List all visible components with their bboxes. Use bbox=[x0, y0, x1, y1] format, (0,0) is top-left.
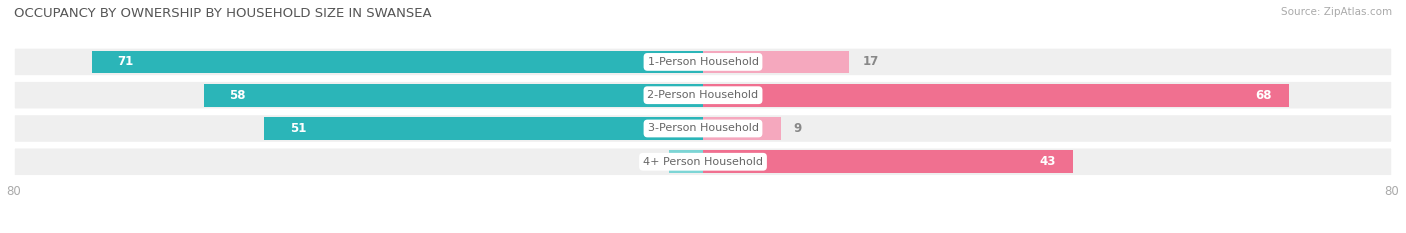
Text: 4: 4 bbox=[652, 155, 659, 168]
Text: 68: 68 bbox=[1256, 89, 1271, 102]
Text: OCCUPANCY BY OWNERSHIP BY HOUSEHOLD SIZE IN SWANSEA: OCCUPANCY BY OWNERSHIP BY HOUSEHOLD SIZE… bbox=[14, 7, 432, 20]
FancyBboxPatch shape bbox=[14, 48, 1392, 76]
Legend: Owner-occupied, Renter-occupied: Owner-occupied, Renter-occupied bbox=[579, 230, 827, 233]
Text: 51: 51 bbox=[290, 122, 307, 135]
Text: 4+ Person Household: 4+ Person Household bbox=[643, 157, 763, 167]
Text: Source: ZipAtlas.com: Source: ZipAtlas.com bbox=[1281, 7, 1392, 17]
Text: 1-Person Household: 1-Person Household bbox=[648, 57, 758, 67]
Text: 58: 58 bbox=[229, 89, 246, 102]
Text: 3-Person Household: 3-Person Household bbox=[648, 123, 758, 134]
Bar bbox=[204, 84, 703, 106]
Text: 17: 17 bbox=[862, 55, 879, 69]
Bar bbox=[703, 151, 1073, 173]
Bar bbox=[91, 51, 703, 73]
Text: 9: 9 bbox=[793, 122, 801, 135]
Bar bbox=[669, 151, 703, 173]
FancyBboxPatch shape bbox=[14, 81, 1392, 110]
Text: 43: 43 bbox=[1039, 155, 1056, 168]
Bar bbox=[264, 117, 703, 140]
Bar bbox=[703, 84, 1289, 106]
FancyBboxPatch shape bbox=[14, 114, 1392, 143]
FancyBboxPatch shape bbox=[14, 147, 1392, 176]
Text: 71: 71 bbox=[117, 55, 134, 69]
Bar bbox=[703, 117, 780, 140]
Text: 2-Person Household: 2-Person Household bbox=[647, 90, 759, 100]
Bar bbox=[703, 51, 849, 73]
